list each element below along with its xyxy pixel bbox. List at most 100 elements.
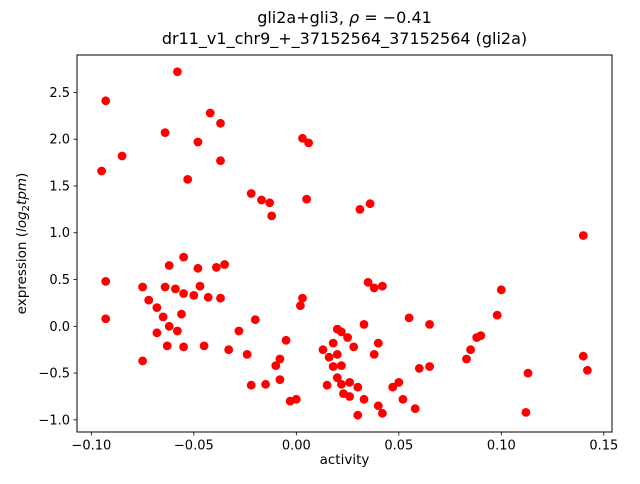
data-point: [160, 282, 170, 292]
data-point: [359, 320, 369, 329]
data-point: [578, 351, 588, 361]
x-tick-label: −0.10: [71, 439, 111, 454]
data-point: [101, 277, 111, 286]
ylabel-prefix: expression (: [14, 232, 30, 314]
data-point: [523, 368, 533, 378]
data-point: [164, 261, 174, 270]
data-point: [173, 67, 182, 77]
data-point: [466, 345, 475, 355]
data-point: [496, 285, 506, 295]
data-point: [203, 292, 213, 302]
data-point: [162, 341, 172, 351]
data-point: [414, 364, 424, 373]
data-point: [343, 333, 352, 342]
data-point: [281, 335, 291, 345]
data-point: [349, 342, 359, 352]
data-point: [353, 410, 363, 420]
y-tick-label: 1.0: [49, 226, 70, 241]
data-point: [410, 404, 420, 413]
x-tick-label: −0.05: [174, 439, 214, 454]
data-point: [171, 284, 180, 294]
data-point: [337, 327, 346, 337]
data-point: [298, 293, 307, 303]
data-point: [179, 289, 189, 298]
data-point: [216, 156, 225, 166]
data-point: [425, 362, 434, 371]
x-tick-label: 0.05: [384, 439, 413, 454]
data-point: [138, 282, 148, 292]
data-point: [298, 133, 307, 143]
data-point: [328, 338, 338, 348]
data-point: [285, 396, 295, 406]
data-point: [369, 350, 379, 359]
data-point: [216, 118, 225, 128]
data-point: [179, 252, 189, 262]
y-tick-label: 2.5: [49, 86, 70, 101]
data-point: [378, 281, 387, 291]
data-point: [476, 331, 486, 340]
data-point: [224, 345, 234, 355]
data-point: [398, 394, 408, 404]
x-tick-label: 0.00: [282, 439, 311, 454]
data-point: [189, 291, 199, 300]
data-point: [212, 263, 221, 272]
data-point: [101, 314, 111, 324]
data-point: [160, 128, 170, 138]
title-prefix: gli2a+gli3,: [257, 8, 349, 27]
data-point: [369, 283, 379, 293]
data-point: [521, 408, 531, 417]
y-tick-label: 2.0: [49, 133, 70, 148]
ticks-layer: −0.10 −0.05 0.00 0.05 0.10 0.15 −1.0 −0.5 0.0 0.5…: [38, 86, 618, 454]
data-point: [296, 301, 305, 311]
data-point: [337, 361, 346, 370]
data-point: [322, 380, 332, 390]
y-tick-label: 0.0: [49, 320, 70, 335]
data-point: [193, 263, 203, 273]
data-point: [332, 350, 342, 359]
data-point: [378, 408, 387, 418]
data-point: [177, 309, 186, 319]
data-point: [152, 303, 162, 312]
data-point: [578, 231, 588, 240]
data-point: [261, 379, 270, 389]
y-tick-label: −0.5: [38, 367, 70, 382]
data-point: [246, 189, 256, 198]
data-point: [250, 315, 260, 325]
data-point: [337, 379, 346, 389]
data-point: [425, 320, 434, 329]
data-point: [328, 362, 338, 371]
data-point: [183, 175, 193, 184]
data-point: [193, 137, 203, 147]
data-point: [97, 166, 106, 176]
data-point: [271, 361, 281, 370]
data-point: [492, 310, 502, 320]
data-point: [117, 151, 127, 161]
data-point: [275, 375, 285, 384]
y-tick-label: 1.5: [49, 179, 70, 194]
data-point: [462, 354, 471, 364]
ylabel-subscript: 2: [21, 205, 32, 211]
x-tick-label: 0.10: [487, 439, 516, 454]
data-point: [583, 365, 592, 375]
data-point: [216, 293, 225, 303]
ylabel-log: log: [14, 211, 30, 232]
ylabel-tpm: tpm: [14, 178, 30, 205]
data-point: [345, 378, 354, 387]
points-layer: [97, 67, 592, 420]
data-point: [332, 373, 342, 383]
y-tick-label: 0.5: [49, 273, 70, 288]
y-tick-label: −1.0: [38, 413, 70, 428]
data-point: [388, 382, 398, 392]
data-point: [404, 313, 414, 323]
data-point: [275, 354, 285, 364]
data-point: [363, 277, 373, 287]
data-point: [164, 321, 174, 331]
data-point: [101, 96, 111, 106]
chart-title-line1: gli2a+gli3, ρ = −0.41: [257, 8, 432, 27]
data-point: [373, 338, 383, 348]
data-point: [373, 401, 383, 411]
title-rho-value: = −0.41: [359, 8, 432, 27]
data-point: [267, 211, 277, 221]
data-point: [138, 356, 148, 366]
